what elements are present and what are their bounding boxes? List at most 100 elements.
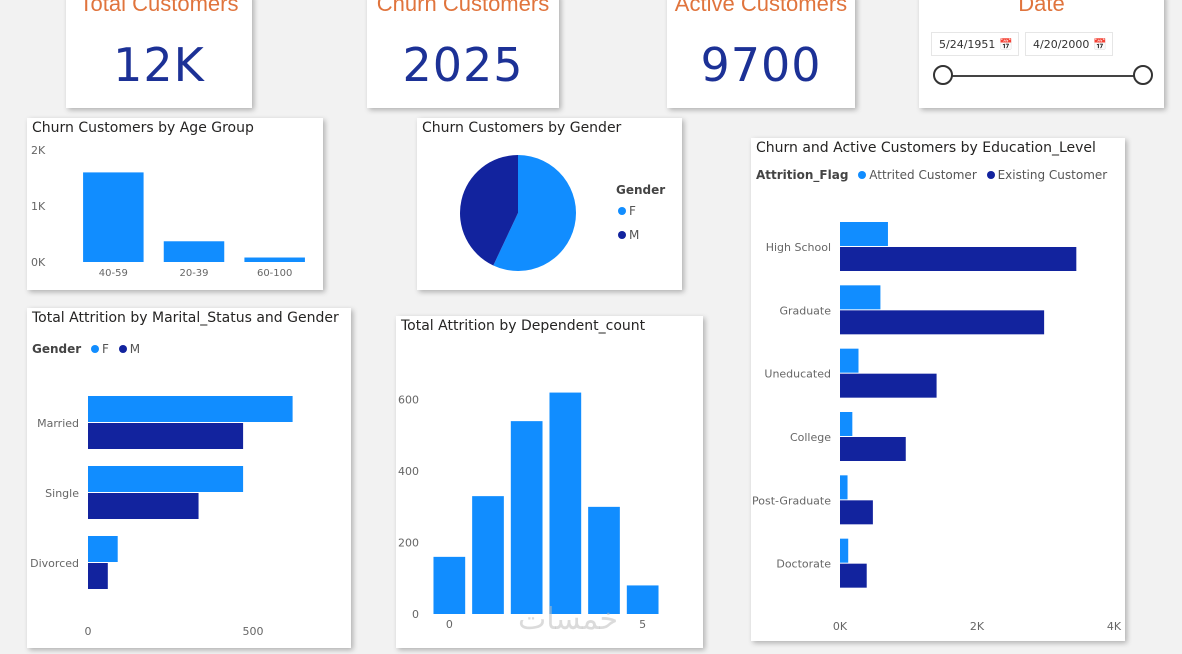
kpi-card-total: Total Customers 12K xyxy=(66,0,252,108)
date-end-input[interactable]: 4/20/2000 📅 xyxy=(1025,32,1113,56)
bar-Doctorate-Attrited Customer xyxy=(840,538,849,563)
y-tick-label: Married xyxy=(37,417,79,430)
date-end-handle[interactable] xyxy=(1133,65,1153,85)
y-tick-label: 2K xyxy=(31,144,46,157)
legend-label-m[interactable]: M xyxy=(129,342,141,356)
chart-title: Churn Customers by Gender xyxy=(422,120,622,136)
bar-Graduate-Existing Customer xyxy=(840,310,1045,335)
marital-status-chart: Total Attrition by Marital_Status and Ge… xyxy=(27,308,351,648)
bar-Married-M xyxy=(88,423,244,449)
bar-College-Attrited Customer xyxy=(840,412,853,436)
date-slicer: Date 5/24/1951 📅 4/20/2000 📅 xyxy=(919,0,1164,108)
y-tick-label: 0 xyxy=(412,608,419,621)
bar-High School-Attrited Customer xyxy=(840,222,888,246)
dependent-count-plot: 0 200 400 600 0 5 xyxy=(398,392,659,631)
marital-status-plot: Married Single Divorced 0 500 xyxy=(30,396,293,638)
y-tick-label: 400 xyxy=(398,465,419,478)
bar-dependent-2 xyxy=(510,421,543,614)
pie-slice-M xyxy=(460,155,518,266)
y-tick-label: College xyxy=(790,431,831,444)
bar-dependent-3 xyxy=(549,392,582,614)
bar-Post-Graduate-Attrited Customer xyxy=(840,475,848,500)
legend-title: Gender xyxy=(32,342,82,356)
y-tick-label: 600 xyxy=(398,394,419,407)
date-start-handle[interactable] xyxy=(933,65,953,85)
x-tick-label: 4K xyxy=(1107,620,1122,633)
chart-title: Churn Customers by Age Group xyxy=(32,120,254,136)
bar-Married-F xyxy=(88,396,293,422)
legend-item-m[interactable]: M xyxy=(616,228,639,242)
bar-dependent-1 xyxy=(472,496,504,614)
bar-60-100 xyxy=(244,257,305,262)
date-slicer-title: Date xyxy=(1018,0,1065,16)
watermark: خمسات xyxy=(518,602,619,637)
calendar-icon[interactable]: 📅 xyxy=(1093,38,1107,51)
bar-Uneducated-Existing Customer xyxy=(840,373,937,398)
legend-dot-m xyxy=(118,345,127,353)
bar-High School-Existing Customer xyxy=(840,247,1077,271)
legend-label-existing[interactable]: Existing Customer xyxy=(997,168,1108,182)
chart-title: Total Attrition by Marital_Status and Ge… xyxy=(32,310,339,326)
y-tick-label: 1K xyxy=(31,200,46,213)
y-tick-label: Uneducated xyxy=(764,368,831,381)
legend-dot-attrited xyxy=(858,171,867,179)
age-group-plot: 0K 1K 2K 40-59 20-39 60-100 xyxy=(31,144,305,279)
bar-Post-Graduate-Existing Customer xyxy=(840,500,873,525)
legend-label-f[interactable]: F xyxy=(102,342,109,356)
gender-pie-plot xyxy=(460,155,577,271)
kpi-title-churn: Churn Customers xyxy=(376,0,550,16)
calendar-icon[interactable]: 📅 xyxy=(999,38,1013,51)
y-tick-label: High School xyxy=(766,241,831,254)
legend-dot-m xyxy=(618,231,626,239)
bar-Single-M xyxy=(88,493,199,519)
marital-legend: Gender F M xyxy=(32,342,140,356)
education-legend: Attrition_Flag Attrited Customer Existin… xyxy=(756,168,1107,182)
pie-slice-F xyxy=(493,155,577,271)
kpi-value-active: 9700 xyxy=(700,38,822,92)
legend-dot-f xyxy=(618,207,626,215)
bar-Graduate-Attrited Customer xyxy=(840,285,881,310)
x-tick-label: 0 xyxy=(446,618,453,631)
kpi-value-churn: 2025 xyxy=(402,38,524,92)
bar-20-39 xyxy=(163,241,225,262)
bar-Divorced-M xyxy=(88,563,108,589)
x-tick-label: 60-100 xyxy=(257,268,292,279)
x-tick-label: 500 xyxy=(243,625,264,638)
kpi-value-total: 12K xyxy=(113,38,205,92)
y-tick-label: Single xyxy=(45,487,79,500)
date-start-input[interactable]: 5/24/1951 📅 xyxy=(931,32,1019,56)
y-tick-label: Divorced xyxy=(30,557,79,570)
legend-label-m: M xyxy=(629,228,640,242)
date-end-value: 4/20/2000 xyxy=(1033,38,1090,51)
bar-Divorced-F xyxy=(88,536,118,562)
x-tick-label: 40-59 xyxy=(99,268,128,279)
x-tick-label: 5 xyxy=(639,618,646,631)
bar-Single-F xyxy=(88,466,244,492)
kpi-card-churn: Churn Customers 2025 xyxy=(367,0,559,108)
legend-label-attrited[interactable]: Attrited Customer xyxy=(869,168,977,182)
y-tick-label: Post-Graduate xyxy=(752,494,831,507)
legend-title: Gender xyxy=(616,183,666,197)
chart-title: Total Attrition by Dependent_count xyxy=(401,318,646,334)
gender-pie-chart: Churn Customers by Gender Gender F M xyxy=(417,118,682,290)
x-tick-label: 0 xyxy=(85,625,92,638)
age-group-chart: Churn Customers by Age Group 0K 1K 2K 40-59… xyxy=(27,118,323,290)
education-level-chart: Churn and Active Customers by Education_… xyxy=(751,138,1125,641)
bar-Doctorate-Existing Customer xyxy=(840,563,867,588)
legend-label-f: F xyxy=(629,204,636,218)
legend-dot-existing xyxy=(986,171,995,179)
legend-title: Attrition_Flag xyxy=(756,168,849,182)
y-tick-label: Graduate xyxy=(779,304,831,317)
education-level-plot: High School Graduate Uneducated College Post… xyxy=(752,222,1122,633)
bar-Uneducated-Attrited Customer xyxy=(840,348,859,373)
chart-title: Churn and Active Customers by Education_… xyxy=(756,140,1096,156)
legend-item-f[interactable]: F xyxy=(616,204,636,218)
kpi-title-total: Total Customers xyxy=(79,0,239,16)
y-tick-label: 0K xyxy=(31,256,46,269)
bar-dependent-5 xyxy=(626,585,659,614)
x-tick-label: 20-39 xyxy=(179,268,208,279)
bar-dependent-4 xyxy=(588,506,620,614)
x-tick-label: 0K xyxy=(833,620,848,633)
legend-dot-f xyxy=(91,345,100,353)
date-range-track[interactable] xyxy=(945,75,1145,77)
